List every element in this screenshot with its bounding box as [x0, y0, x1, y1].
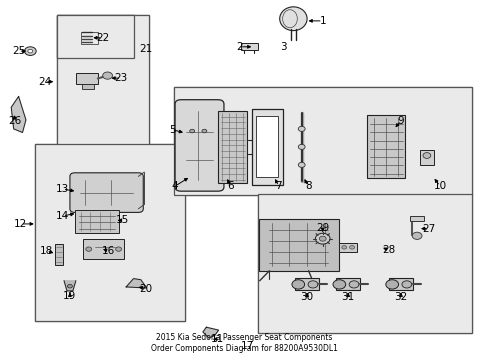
Bar	[388, 278, 412, 290]
FancyBboxPatch shape	[35, 144, 184, 321]
Bar	[419, 150, 433, 165]
Text: 9: 9	[397, 116, 404, 126]
Bar	[76, 73, 98, 84]
FancyBboxPatch shape	[57, 15, 134, 58]
FancyBboxPatch shape	[57, 15, 134, 58]
Text: 10: 10	[433, 181, 446, 191]
Text: 7: 7	[275, 181, 282, 191]
Ellipse shape	[298, 144, 305, 149]
Ellipse shape	[24, 47, 36, 55]
Ellipse shape	[291, 280, 304, 289]
Text: 31: 31	[341, 292, 354, 302]
Ellipse shape	[189, 129, 194, 133]
Ellipse shape	[422, 153, 430, 158]
Bar	[251, 109, 283, 185]
Bar	[366, 115, 405, 179]
FancyBboxPatch shape	[70, 173, 143, 212]
Ellipse shape	[86, 247, 92, 251]
FancyBboxPatch shape	[173, 87, 471, 195]
Polygon shape	[126, 279, 146, 288]
Ellipse shape	[298, 162, 305, 167]
Text: 29: 29	[315, 222, 329, 233]
Bar	[81, 32, 98, 44]
Text: 30: 30	[300, 292, 313, 302]
Text: 12: 12	[14, 219, 27, 229]
Text: 23: 23	[114, 73, 128, 83]
Ellipse shape	[67, 284, 72, 288]
Bar	[256, 116, 278, 177]
Polygon shape	[64, 281, 76, 291]
Text: 6: 6	[227, 181, 234, 191]
Bar	[339, 243, 356, 252]
Ellipse shape	[315, 233, 329, 244]
FancyBboxPatch shape	[258, 194, 471, 333]
Text: 1: 1	[319, 16, 325, 26]
Text: 11: 11	[210, 334, 224, 344]
Ellipse shape	[319, 236, 325, 241]
Text: 20: 20	[139, 284, 152, 294]
Ellipse shape	[28, 49, 33, 53]
Text: 19: 19	[63, 291, 77, 301]
Ellipse shape	[411, 232, 421, 239]
FancyBboxPatch shape	[175, 100, 224, 191]
Bar	[75, 210, 119, 233]
Text: 4: 4	[171, 181, 178, 191]
Ellipse shape	[348, 281, 358, 288]
Text: 5: 5	[168, 125, 175, 135]
Bar	[55, 244, 62, 265]
FancyBboxPatch shape	[258, 194, 471, 333]
Bar	[294, 278, 319, 290]
Text: 16: 16	[102, 246, 115, 256]
Bar	[82, 239, 124, 259]
Text: 8: 8	[304, 181, 311, 191]
Ellipse shape	[202, 129, 206, 133]
Bar	[409, 216, 424, 221]
Bar	[218, 111, 247, 183]
Ellipse shape	[385, 280, 398, 289]
Bar	[335, 278, 360, 290]
Ellipse shape	[341, 246, 346, 249]
FancyBboxPatch shape	[57, 15, 149, 146]
Text: 28: 28	[381, 245, 395, 255]
Text: 2: 2	[236, 42, 243, 52]
Text: 13: 13	[56, 184, 69, 194]
Text: 18: 18	[40, 246, 53, 256]
FancyBboxPatch shape	[57, 15, 149, 146]
Text: 3: 3	[280, 42, 286, 52]
Bar	[240, 43, 258, 50]
Bar	[258, 219, 338, 271]
Text: 24: 24	[38, 77, 52, 87]
Ellipse shape	[279, 7, 306, 31]
Text: 21: 21	[139, 44, 152, 54]
FancyBboxPatch shape	[173, 87, 471, 195]
Ellipse shape	[349, 246, 354, 249]
Text: 15: 15	[115, 215, 129, 225]
Text: 14: 14	[56, 211, 69, 221]
Text: 2015 Kia Sedona Passenger Seat Components
Order Components Diagram for 88200A953: 2015 Kia Sedona Passenger Seat Component…	[151, 333, 337, 353]
Text: 17: 17	[240, 341, 253, 351]
FancyBboxPatch shape	[35, 144, 184, 321]
Text: 26: 26	[8, 116, 21, 126]
Ellipse shape	[298, 126, 305, 131]
Text: 27: 27	[421, 224, 435, 234]
Text: 22: 22	[96, 33, 109, 43]
Text: 32: 32	[393, 292, 407, 302]
Polygon shape	[203, 327, 218, 338]
Ellipse shape	[115, 247, 121, 251]
Text: 25: 25	[12, 46, 25, 56]
Bar	[82, 84, 94, 89]
Ellipse shape	[307, 281, 317, 288]
Polygon shape	[11, 96, 26, 132]
Ellipse shape	[401, 281, 411, 288]
Ellipse shape	[332, 280, 345, 289]
Ellipse shape	[102, 72, 112, 79]
